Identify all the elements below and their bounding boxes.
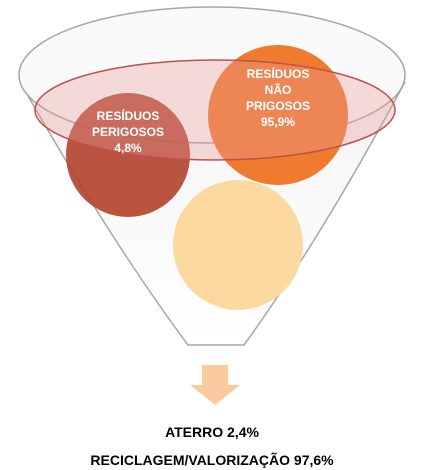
output-label: ATERRO 2,4% xyxy=(165,424,259,440)
node-label: PRIGOSOS xyxy=(246,99,310,113)
arrow xyxy=(190,365,240,405)
node-label: NÃO xyxy=(265,82,292,97)
mixing-ellipse xyxy=(34,59,396,161)
output-circle xyxy=(173,180,303,310)
output-label: RECICLAGEM/VALORIZAÇÃO 97,6% xyxy=(90,451,334,468)
hazardous-circle xyxy=(66,93,190,217)
node-label: 95,9% xyxy=(261,115,295,129)
non-hazardous-circle xyxy=(208,45,348,185)
node-label: 4,8% xyxy=(114,141,142,155)
node-label: RESÍDUOS xyxy=(97,108,160,123)
node-label: PERIGOSOS xyxy=(92,125,164,139)
node-label: RESÍDUOS xyxy=(247,66,310,81)
